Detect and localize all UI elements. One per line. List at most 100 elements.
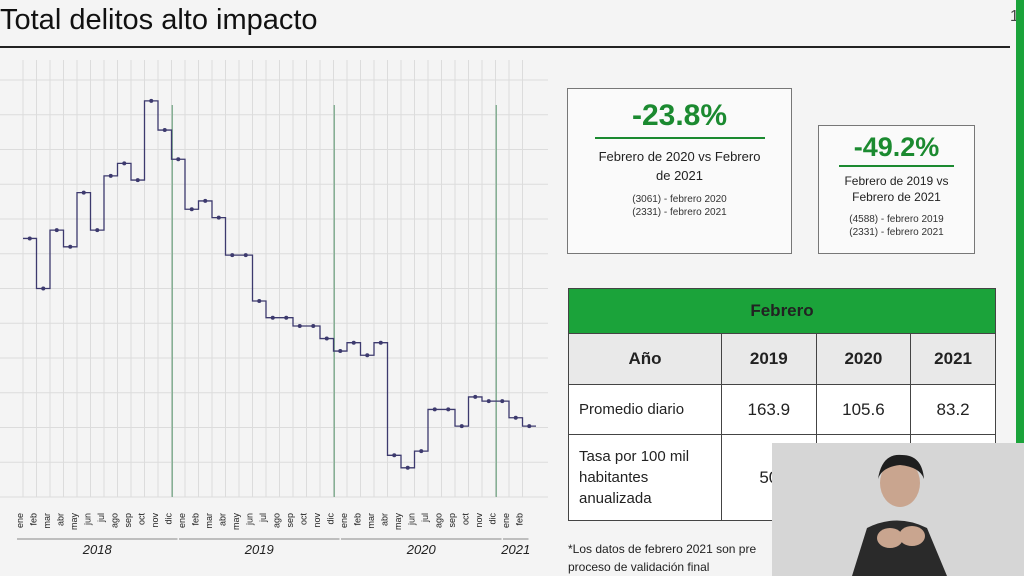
data-point [297, 324, 302, 329]
month-tick-label: sep [447, 513, 457, 528]
month-tick-label: jul [420, 513, 430, 523]
data-point [243, 253, 248, 258]
data-point [311, 324, 316, 329]
detail-line: (3061) - febrero 2020 [632, 194, 727, 205]
month-tick-label: feb [353, 513, 363, 526]
month-tick-label: feb [29, 513, 39, 526]
data-point [405, 465, 410, 470]
data-point [122, 161, 127, 166]
table-cell: 163.9 [721, 384, 817, 435]
data-point [473, 394, 478, 399]
month-tick-label: nov [150, 513, 160, 528]
data-point [41, 286, 46, 291]
data-point [270, 315, 275, 320]
percent-underline [839, 165, 954, 167]
column-header: 2021 [910, 333, 996, 385]
column-header: Año [568, 333, 722, 385]
data-point [149, 98, 154, 103]
footnote: *Los datos de febrero 2021 son pre proce… [568, 542, 757, 574]
data-point [419, 449, 424, 454]
data-point [378, 340, 383, 345]
data-point [135, 178, 140, 183]
data-point [108, 173, 113, 178]
summary-box-2020: -23.8% Febrero de 2020 vs Febrero de 202… [567, 88, 792, 254]
accent-bar [1016, 0, 1024, 445]
month-tick-label: ago [272, 513, 282, 528]
month-tick-label: nov [474, 513, 484, 528]
page-number: 1 [1010, 8, 1019, 25]
data-point [203, 198, 208, 203]
month-tick-label: jun [83, 513, 93, 526]
month-tick-label: may [69, 513, 79, 531]
data-point [230, 253, 235, 258]
month-tick-label: ene [501, 513, 511, 528]
percent-underline [594, 137, 765, 139]
row-label: Tasa por 100 mil habitantes anualizada [568, 434, 722, 521]
table-header: Febrero [568, 288, 996, 334]
page-title: Total delitos alto impacto [0, 4, 318, 36]
month-tick-label: may [393, 513, 403, 531]
month-tick-label: jul [258, 513, 268, 523]
data-point [284, 315, 289, 320]
year-label: 2019 [244, 542, 274, 557]
detail-line: (4588) - febrero 2019 [849, 214, 944, 225]
data-point [500, 399, 505, 404]
sign-language-interpreter-video [772, 443, 1024, 576]
row-label: Promedio diario [568, 384, 722, 435]
month-tick-label: nov [312, 513, 322, 528]
data-point [189, 207, 194, 212]
series-line [23, 100, 536, 469]
month-tick-label: mar [366, 513, 376, 529]
month-tick-label: oct [299, 513, 309, 526]
month-tick-label: jun [407, 513, 417, 526]
month-tick-label: sep [123, 513, 133, 528]
monthly-crime-chart: ene feb mar abr may jun jul ago sep oct nov dic ene f… [0, 60, 548, 557]
data-point [392, 453, 397, 458]
month-tick-label: jul [96, 513, 106, 523]
month-tick-label: abr [218, 513, 228, 526]
data-point [81, 190, 86, 195]
month-tick-label: ago [110, 513, 120, 528]
month-tick-label: feb [191, 513, 201, 526]
month-tick-label: oct [137, 513, 147, 526]
data-point [432, 407, 437, 412]
month-tick-label: mar [204, 513, 214, 529]
data-point [527, 424, 532, 429]
data-point [459, 424, 464, 429]
month-tick-label: dic [164, 513, 174, 525]
data-point [95, 228, 100, 233]
month-tick-label: dic [488, 513, 498, 525]
data-point [68, 244, 73, 249]
data-point [338, 349, 343, 354]
summary-box-2019: -49.2% Febrero de 2019 vs Febrero de 202… [818, 125, 975, 254]
data-point [257, 299, 262, 304]
year-label: 2021 [500, 542, 530, 557]
month-tick-label: may [231, 513, 241, 531]
month-tick-label: ene [15, 513, 25, 528]
table-cell: 105.6 [815, 384, 912, 435]
column-header: 2020 [815, 333, 912, 385]
interpreter-figure [772, 443, 1024, 576]
month-tick-label: abr [56, 513, 66, 526]
data-point [324, 336, 329, 341]
month-tick-label: mar [42, 513, 52, 529]
table-cell: 83.2 [910, 384, 996, 435]
year-label: 2020 [406, 542, 437, 557]
month-tick-label: ene [177, 513, 187, 528]
month-tick-label: dic [326, 513, 336, 525]
comparison-description: Febrero de 2020 vs Febrero de 2021 [598, 149, 761, 183]
month-tick-label: ene [339, 513, 349, 528]
title-underline [0, 46, 1010, 48]
data-point [176, 157, 181, 162]
data-point [54, 228, 59, 233]
data-point [486, 399, 491, 404]
month-tick-label: sep [285, 513, 295, 528]
month-tick-label: feb [515, 513, 525, 526]
percent-change: -23.8% [631, 99, 728, 132]
data-point [162, 128, 167, 133]
month-tick-label: abr [380, 513, 390, 526]
month-tick-label: jun [245, 513, 255, 526]
data-point [446, 407, 451, 412]
year-label: 2018 [82, 542, 113, 557]
percent-change: -49.2% [853, 132, 940, 162]
